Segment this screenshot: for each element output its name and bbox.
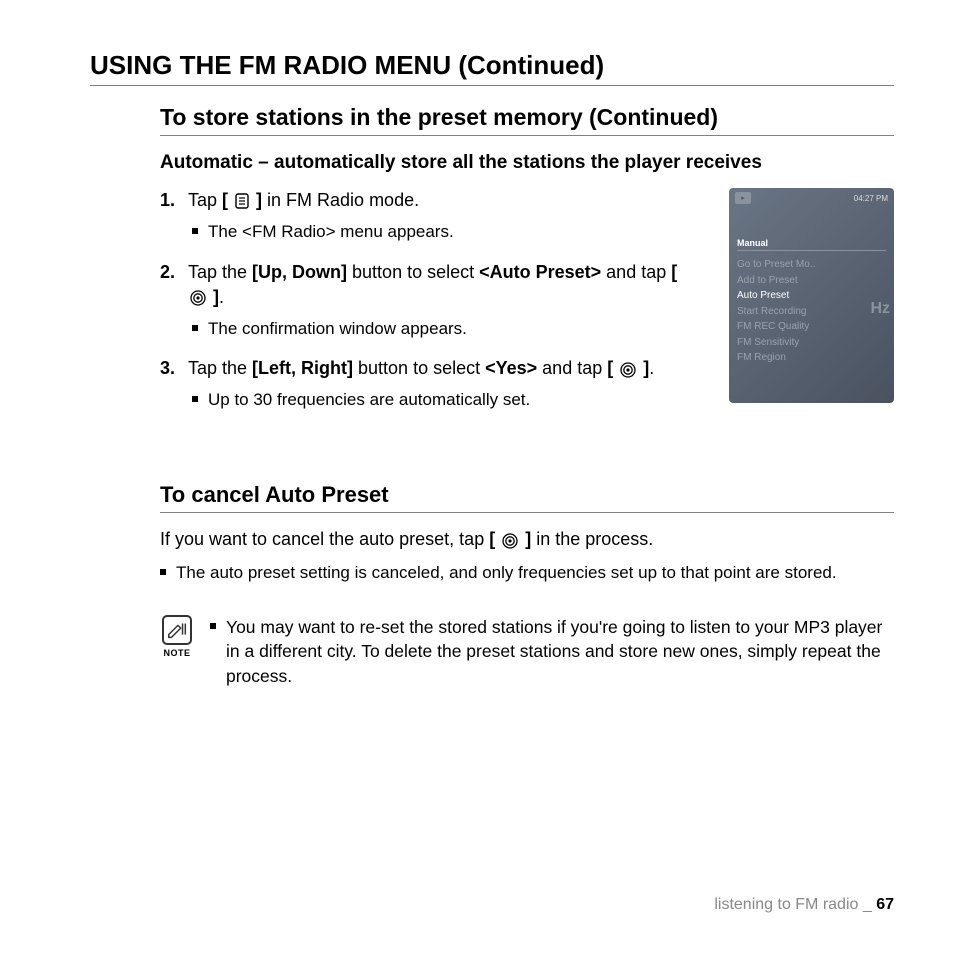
page-title: USING THE FM RADIO MENU (Continued) xyxy=(90,50,894,86)
section-title: To store stations in the preset memory (… xyxy=(160,104,894,136)
target-icon xyxy=(502,528,518,553)
target-icon xyxy=(190,285,206,310)
bullet-icon xyxy=(160,569,166,575)
menu-item: Add to Preset xyxy=(737,273,886,289)
step-num: 1. xyxy=(160,188,182,213)
step-sub: Up to 30 frequencies are automatically s… xyxy=(192,388,694,412)
step-text: Tap the [Up, Down] button to select <Aut… xyxy=(188,260,694,311)
page-footer: listening to FM radio _ 67 xyxy=(714,896,894,914)
cancel-sub: The auto preset setting is canceled, and… xyxy=(160,561,894,585)
mode-label: Manual xyxy=(737,238,886,251)
menu-item: Go to Preset Mo.. xyxy=(737,257,886,273)
menu-item: FM Sensitivity xyxy=(737,335,886,351)
bullet-icon xyxy=(210,623,216,629)
note-row: NOTE You may want to re-set the stored s… xyxy=(160,615,894,689)
device-menu: Go to Preset Mo.. Add to Preset Auto Pre… xyxy=(737,257,886,366)
step-2: 2. Tap the [Up, Down] button to select <… xyxy=(160,260,694,341)
device-screenshot: 04:27 PM Hz Manual Go to Preset Mo.. Add… xyxy=(729,188,894,403)
step-sub: The confirmation window appears. xyxy=(192,317,694,341)
menu-item: FM REC Quality xyxy=(737,319,886,335)
cancel-body: If you want to cancel the auto preset, t… xyxy=(160,527,894,553)
hz-label: Hz xyxy=(870,300,890,318)
step-num: 3. xyxy=(160,356,182,381)
menu-icon xyxy=(235,189,249,214)
step-sub: The <FM Radio> menu appears. xyxy=(192,220,694,244)
subsection-title: Automatic – automatically store all the … xyxy=(160,152,894,174)
bullet-icon xyxy=(192,228,198,234)
target-icon xyxy=(620,357,636,382)
menu-item: Start Recording xyxy=(737,304,886,320)
step-text: Tap [ ] in FM Radio mode. xyxy=(188,188,694,214)
note-icon xyxy=(162,615,192,645)
step-text: Tap the [Left, Right] button to select <… xyxy=(188,356,694,382)
step-1: 1. Tap [ ] in FM Radio mode. The <FM Rad… xyxy=(160,188,694,244)
bullet-icon xyxy=(192,396,198,402)
note-label: NOTE xyxy=(163,648,190,658)
bullet-icon xyxy=(192,325,198,331)
menu-item-selected: Auto Preset xyxy=(737,288,886,304)
note-text: You may want to re-set the stored statio… xyxy=(210,615,894,689)
camera-icon xyxy=(735,192,751,204)
step-num: 2. xyxy=(160,260,182,285)
step-3: 3. Tap the [Left, Right] button to selec… xyxy=(160,356,694,412)
cancel-title: To cancel Auto Preset xyxy=(160,482,894,513)
menu-item: FM Region xyxy=(737,350,886,366)
device-time: 04:27 PM xyxy=(854,194,888,203)
